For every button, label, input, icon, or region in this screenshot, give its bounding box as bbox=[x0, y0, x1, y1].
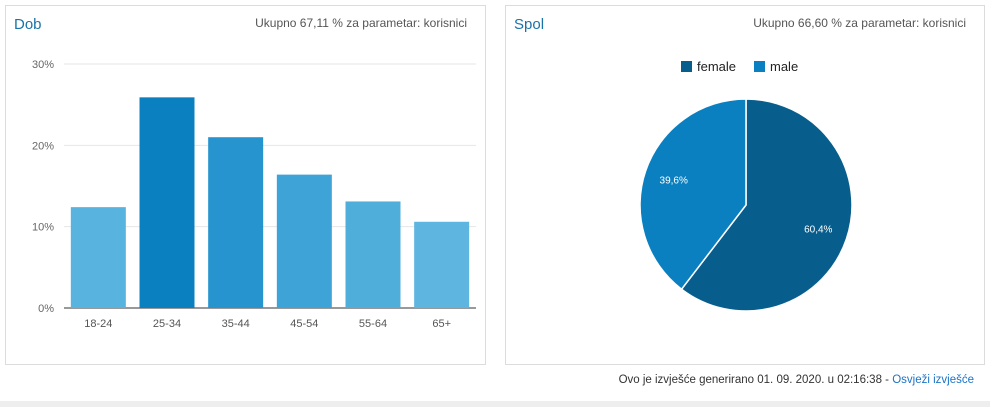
x-tick-label: 25-34 bbox=[153, 318, 181, 330]
legend-swatch-male bbox=[754, 61, 765, 72]
bar-18-24 bbox=[70, 207, 126, 308]
y-tick-label: 10% bbox=[32, 222, 54, 234]
x-tick-label: 55-64 bbox=[359, 318, 387, 330]
pie-slice-male bbox=[639, 98, 747, 291]
generated-timestamp-text: Ovo je izvješće generirano 01. 09. 2020.… bbox=[618, 374, 893, 386]
gender-panel-title: Spol bbox=[514, 16, 545, 33]
x-tick-label: 65+ bbox=[432, 318, 451, 330]
x-tick-label: 35-44 bbox=[222, 318, 250, 330]
legend-swatch-female bbox=[681, 61, 692, 72]
legend-label-female: female bbox=[697, 59, 736, 74]
y-tick-label: 0% bbox=[38, 303, 54, 315]
age-panel: Dob Ukupno 67,11 % za parametar: korisni… bbox=[5, 5, 486, 365]
report-footer: Ovo je izvješće generirano 01. 09. 2020.… bbox=[619, 374, 974, 386]
age-panel-title: Dob bbox=[14, 16, 42, 33]
age-panel-total-note: Ukupno 67,11 % za parametar: korisnici bbox=[255, 16, 467, 30]
age-bar-chart: 0% 10% 20% 30% 18-24 25-34 35-44 45-54 55-64 65+ bbox=[32, 59, 476, 330]
pie-slice-label: 39,6% bbox=[660, 176, 688, 187]
gender-pie-chart: 60,4% 39,6% female male bbox=[639, 59, 853, 312]
legend-label-male: male bbox=[770, 59, 798, 74]
bottom-strip bbox=[0, 401, 990, 407]
x-tick-label: 18-24 bbox=[84, 318, 112, 330]
refresh-report-link[interactable]: Osvježi izvješće bbox=[892, 374, 974, 386]
pie-slice-female bbox=[680, 98, 853, 312]
pie-slice-label: 60,4% bbox=[804, 224, 832, 235]
gender-panel: Spol Ukupno 66,60 % za parametar: korisn… bbox=[505, 5, 985, 365]
y-tick-label: 30% bbox=[32, 59, 54, 71]
bar-35-44 bbox=[208, 137, 264, 308]
x-tick-label: 45-54 bbox=[290, 318, 318, 330]
bar-65+ bbox=[414, 221, 470, 308]
gender-panel-total-note: Ukupno 66,60 % za parametar: korisnici bbox=[753, 16, 966, 30]
bar-25-34 bbox=[139, 97, 195, 308]
bar-45-54 bbox=[276, 174, 332, 308]
bar-55-64 bbox=[345, 201, 401, 308]
y-tick-label: 20% bbox=[32, 140, 54, 152]
